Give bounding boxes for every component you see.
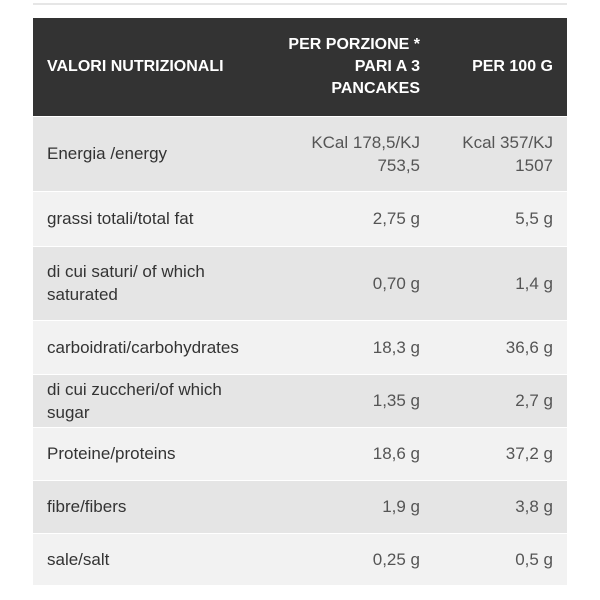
header-per-100g: PER 100 G — [472, 57, 553, 75]
row-per-serving: 18,3 g — [266, 319, 434, 374]
row-label: di cui saturi/ of which saturated — [33, 245, 266, 320]
row-per-100g: 37,2 g — [434, 426, 567, 480]
table-header-row: VALORI NUTRIZIONALI PER PORZIONE * PARI … — [33, 18, 567, 116]
row-per-100g: 36,6 g — [434, 319, 567, 374]
row-label: fibre/fibers — [33, 479, 266, 533]
row-label: di cui zuccheri/of which sugar — [33, 373, 266, 427]
row-per-serving: 1,9 g — [266, 479, 434, 533]
row-per-serving: 18,6 g — [266, 426, 434, 480]
row-per-100g: 2,7 g — [434, 373, 567, 427]
row-per-100g: 0,5 g — [434, 532, 567, 585]
header-per-serving: PER PORZIONE * PARI A 3 PANCAKES — [288, 35, 420, 97]
row-per-100g: 5,5 g — [434, 190, 567, 246]
top-divider — [33, 3, 567, 5]
table-row-carbohydrates: carboidrati/carbohydrates 18,3 g 36,6 g — [33, 319, 567, 374]
table-row-energy: Energia /energy KCal 178,5/KJ 753,5 Kcal… — [33, 115, 567, 191]
table-row-sugar: di cui zuccheri/of which sugar 1,35 g 2,… — [33, 373, 567, 427]
table-row-saturated: di cui saturi/ of which saturated 0,70 g… — [33, 245, 567, 320]
row-label: grassi totali/total fat — [33, 190, 266, 246]
row-per-serving: 1,35 g — [266, 373, 434, 427]
table-row-salt: sale/salt 0,25 g 0,5 g — [33, 532, 567, 585]
header-nutritional-values: VALORI NUTRIZIONALI — [47, 57, 224, 75]
row-per-serving: 2,75 g — [266, 190, 434, 246]
row-per-100g: 1,4 g — [434, 245, 567, 320]
row-per-100g: Kcal 357/KJ 1507 — [434, 115, 567, 191]
row-per-serving: 0,70 g — [266, 245, 434, 320]
row-per-serving: KCal 178,5/KJ 753,5 — [266, 115, 434, 191]
table-row-proteins: Proteine/proteins 18,6 g 37,2 g — [33, 426, 567, 480]
table-row-fibers: fibre/fibers 1,9 g 3,8 g — [33, 479, 567, 533]
row-label: Energia /energy — [33, 115, 266, 191]
row-label: sale/salt — [33, 532, 266, 585]
row-per-serving: 0,25 g — [266, 532, 434, 585]
row-label: Proteine/proteins — [33, 426, 266, 480]
row-label: carboidrati/carbohydrates — [33, 319, 266, 374]
table-row-total-fat: grassi totali/total fat 2,75 g 5,5 g — [33, 190, 567, 246]
nutrition-table: VALORI NUTRIZIONALI PER PORZIONE * PARI … — [33, 18, 567, 585]
row-per-100g: 3,8 g — [434, 479, 567, 533]
